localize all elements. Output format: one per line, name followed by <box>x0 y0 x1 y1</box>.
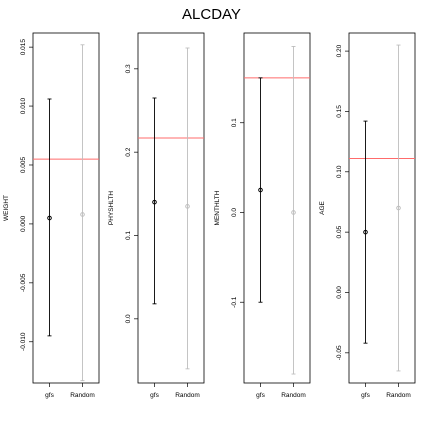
y-tick-label: 0.1 <box>125 231 132 240</box>
x-category-label: gfs <box>361 392 370 399</box>
y-tick-label: 0.3 <box>125 64 132 73</box>
panel-age: -0.05 0.00 0.05 0.10 0.15 0.20 AGE gfs Random <box>319 32 416 399</box>
y-tick-label: 0.1 <box>231 118 238 127</box>
panel-weight: -0.010 -0.005 0.000 0.005 0.010 0.015 WEIGHT gf… <box>3 32 100 399</box>
panels-group: -0.010 -0.005 0.000 0.005 0.010 0.015 WEIGHT gf… <box>3 32 416 399</box>
estimate-point-gfs <box>363 229 368 235</box>
plot-frame <box>137 32 205 384</box>
x-category-label: gfs <box>150 392 159 399</box>
x-category-label: Random <box>386 392 411 399</box>
estimate-point-random <box>185 204 190 209</box>
y-tick-label: 0.15 <box>336 105 343 118</box>
y-tick-label: 0.010 <box>20 98 27 115</box>
estimate-point-gfs <box>152 199 157 205</box>
y-tick-label: 0.10 <box>336 165 343 178</box>
y-tick-label: 0.0 <box>231 208 238 217</box>
plot-frame <box>32 32 100 384</box>
y-tick-label: -0.010 <box>20 332 27 351</box>
estimate-point-random <box>80 212 85 217</box>
y-axis-title: MENTHLTH <box>214 190 221 225</box>
y-tick-label: -0.005 <box>20 273 27 292</box>
panel-menthlth: -0.1 0.0 0.1 MENTHLTH gfs Random <box>214 32 311 399</box>
plot-frame <box>348 32 416 384</box>
plot-frame <box>243 32 311 384</box>
estimate-point-gfs <box>47 215 52 221</box>
y-tick-label: 0.005 <box>20 156 27 173</box>
y-axis-title: PHYSHLTH <box>108 191 115 225</box>
x-category-label: gfs <box>45 392 54 399</box>
y-tick-label: 0.2 <box>125 147 132 156</box>
y-tick-label: -0.1 <box>231 296 238 308</box>
estimate-point-gfs <box>258 187 263 193</box>
y-tick-label: 0.05 <box>336 225 343 238</box>
x-category-label: Random <box>175 392 200 399</box>
y-axis-title: WEIGHT <box>3 195 10 221</box>
x-category-label: gfs <box>256 392 265 399</box>
y-tick-label: -0.05 <box>336 345 343 360</box>
y-axis-title: AGE <box>319 200 326 214</box>
y-tick-label: 0.015 <box>20 39 27 56</box>
y-tick-label: 0.20 <box>336 44 343 57</box>
panel-physhlth: 0.0 0.1 0.2 0.3 PHYSHLTH gfs Random <box>108 32 205 399</box>
estimate-point-random <box>291 210 296 215</box>
estimate-point-random <box>396 205 401 211</box>
y-tick-label: 0.00 <box>336 286 343 299</box>
y-tick-label: 0.000 <box>20 215 27 232</box>
chart-title: ALCDAY <box>182 6 241 23</box>
x-category-label: Random <box>281 392 306 399</box>
x-category-label: Random <box>70 392 95 399</box>
y-tick-label: 0.0 <box>125 314 132 323</box>
